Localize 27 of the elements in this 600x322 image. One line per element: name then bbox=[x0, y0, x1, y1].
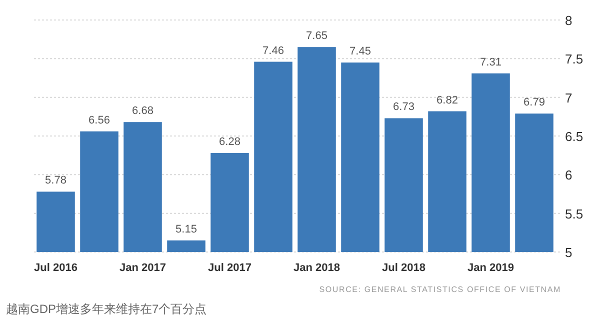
y-tick-label: 8 bbox=[565, 13, 572, 28]
x-tick-label: Jan 2019 bbox=[468, 262, 514, 274]
y-tick-label: 7.5 bbox=[565, 52, 584, 67]
x-tick-label: Jan 2018 bbox=[294, 262, 340, 274]
x-tick-label: Jul 2017 bbox=[208, 262, 252, 274]
y-tick-label: 6.5 bbox=[565, 129, 584, 144]
data-label: 5.78 bbox=[45, 174, 66, 187]
data-label: 7.31 bbox=[480, 56, 502, 68]
data-label: 6.73 bbox=[393, 101, 414, 114]
text: 越南GDP增速多年来维持在7个百分点 bbox=[6, 302, 207, 316]
data-label: 7.46 bbox=[262, 44, 284, 57]
data-label: 6.68 bbox=[132, 105, 154, 118]
source-note: SOURCE: GENERAL STATISTICS OFFICE OF VIETNAM bbox=[319, 285, 561, 294]
y-tick-label: 6 bbox=[565, 168, 572, 183]
data-label: 7.65 bbox=[306, 30, 328, 42]
data-label: 7.45 bbox=[350, 46, 371, 58]
data-label: 6.82 bbox=[436, 94, 458, 106]
data-label: 5.15 bbox=[176, 223, 197, 236]
x-tick-label: Jul 2016 bbox=[34, 262, 78, 274]
x-tick-label: Jan 2017 bbox=[120, 262, 166, 274]
data-label: 6.56 bbox=[88, 114, 110, 126]
x-tick-label: Jul 2018 bbox=[382, 262, 426, 274]
y-tick-label: 7 bbox=[565, 90, 572, 106]
data-label: 6.79 bbox=[524, 96, 545, 109]
y-tick-label: 5 bbox=[565, 245, 572, 260]
y-tick-label: 5.5 bbox=[565, 206, 584, 222]
data-label: 6.28 bbox=[219, 136, 240, 148]
